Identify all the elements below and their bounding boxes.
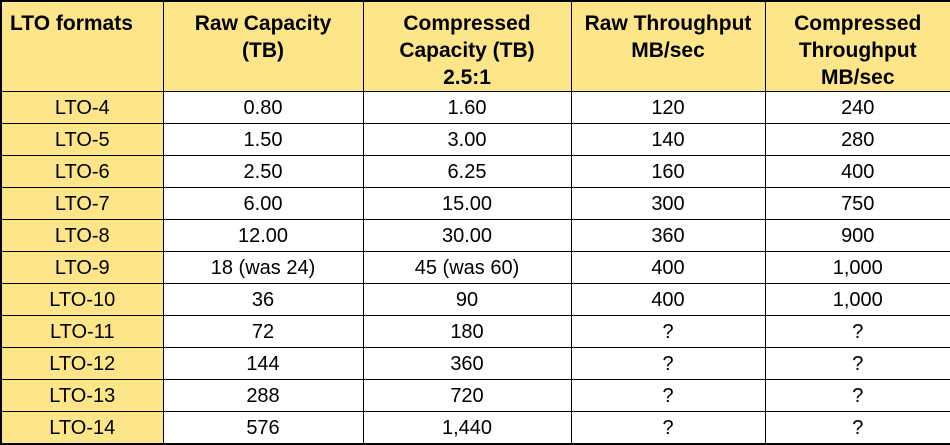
compressed-capacity-cell: 6.25 <box>362 155 572 188</box>
table-row: LTO-9 18 (was 24) 45 (was 60) 400 1,000 <box>0 251 950 284</box>
raw-capacity-cell: 144 <box>162 347 364 380</box>
raw-capacity-cell: 72 <box>162 315 364 348</box>
raw-capacity-cell: 1.50 <box>162 123 364 156</box>
raw-throughput-cell: ? <box>570 315 766 348</box>
compressed-throughput-cell: 400 <box>764 155 950 188</box>
raw-throughput-cell: 400 <box>570 283 766 316</box>
compressed-throughput-cell: ? <box>764 379 950 412</box>
format-cell: LTO-11 <box>0 315 164 348</box>
raw-capacity-cell: 2.50 <box>162 155 364 188</box>
raw-capacity-cell: 6.00 <box>162 187 364 220</box>
raw-throughput-cell: ? <box>570 347 766 380</box>
raw-capacity-cell: 576 <box>162 411 364 445</box>
format-cell: LTO-4 <box>0 91 164 124</box>
compressed-capacity-cell: 1.60 <box>362 91 572 124</box>
table-row: LTO-11 72 180 ? ? <box>0 315 950 348</box>
table-row: LTO-4 0.80 1.60 120 240 <box>0 91 950 124</box>
header-lto-formats: LTO formats <box>0 0 164 92</box>
raw-throughput-cell: 140 <box>570 123 766 156</box>
compressed-throughput-cell: 750 <box>764 187 950 220</box>
table-row: LTO-12 144 360 ? ? <box>0 347 950 380</box>
compressed-throughput-cell: ? <box>764 411 950 445</box>
format-cell: LTO-8 <box>0 219 164 252</box>
compressed-throughput-cell: 280 <box>764 123 950 156</box>
table-row: LTO-8 12.00 30.00 360 900 <box>0 219 950 252</box>
header-row: LTO formats Raw Capacity (TB) Compressed C… <box>0 0 950 92</box>
compressed-throughput-cell: ? <box>764 347 950 380</box>
compressed-capacity-cell: 720 <box>362 379 572 412</box>
format-cell: LTO-12 <box>0 347 164 380</box>
raw-throughput-cell: 120 <box>570 91 766 124</box>
raw-throughput-cell: 400 <box>570 251 766 284</box>
raw-capacity-cell: 0.80 <box>162 91 364 124</box>
format-cell: LTO-13 <box>0 379 164 412</box>
header-raw-throughput: Raw Throughput MB/sec <box>570 0 766 92</box>
raw-throughput-cell: ? <box>570 411 766 445</box>
raw-capacity-cell: 18 (was 24) <box>162 251 364 284</box>
table-row: LTO-6 2.50 6.25 160 400 <box>0 155 950 188</box>
compressed-capacity-cell: 15.00 <box>362 187 572 220</box>
compressed-capacity-cell: 180 <box>362 315 572 348</box>
format-cell: LTO-14 <box>0 411 164 445</box>
table-row: LTO-7 6.00 15.00 300 750 <box>0 187 950 220</box>
raw-throughput-cell: 360 <box>570 219 766 252</box>
compressed-throughput-cell: 240 <box>764 91 950 124</box>
raw-throughput-cell: ? <box>570 379 766 412</box>
header-compressed-capacity: Compressed Capacity (TB) 2.5:1 <box>362 0 572 92</box>
compressed-capacity-cell: 30.00 <box>362 219 572 252</box>
header-raw-capacity: Raw Capacity (TB) <box>162 0 364 92</box>
header-compressed-throughput: Compressed Throughput MB/sec <box>764 0 950 92</box>
compressed-capacity-cell: 360 <box>362 347 572 380</box>
compressed-throughput-cell: 1,000 <box>764 283 950 316</box>
table-row: LTO-5 1.50 3.00 140 280 <box>0 123 950 156</box>
compressed-throughput-cell: ? <box>764 315 950 348</box>
table-row: LTO-14 576 1,440 ? ? <box>0 411 950 445</box>
compressed-capacity-cell: 90 <box>362 283 572 316</box>
format-cell: LTO-10 <box>0 283 164 316</box>
raw-throughput-cell: 300 <box>570 187 766 220</box>
table-row: LTO-13 288 720 ? ? <box>0 379 950 412</box>
compressed-throughput-cell: 1,000 <box>764 251 950 284</box>
raw-capacity-cell: 12.00 <box>162 219 364 252</box>
compressed-capacity-cell: 45 (was 60) <box>362 251 572 284</box>
format-cell: LTO-7 <box>0 187 164 220</box>
compressed-throughput-cell: 900 <box>764 219 950 252</box>
compressed-capacity-cell: 3.00 <box>362 123 572 156</box>
raw-capacity-cell: 288 <box>162 379 364 412</box>
raw-capacity-cell: 36 <box>162 283 364 316</box>
compressed-capacity-cell: 1,440 <box>362 411 572 445</box>
format-cell: LTO-5 <box>0 123 164 156</box>
raw-throughput-cell: 160 <box>570 155 766 188</box>
table-row: LTO-10 36 90 400 1,000 <box>0 283 950 316</box>
format-cell: LTO-6 <box>0 155 164 188</box>
format-cell: LTO-9 <box>0 251 164 284</box>
